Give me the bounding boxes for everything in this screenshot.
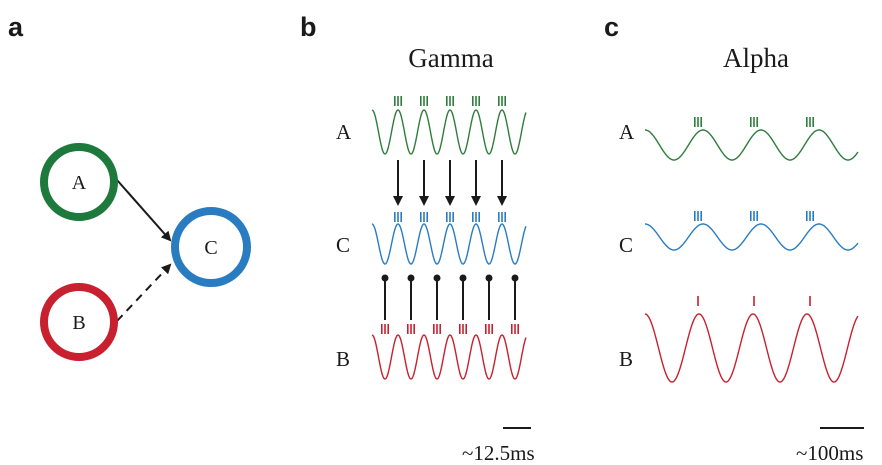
gamma-spike-burst-a [393, 96, 403, 106]
gamma-spike-burst-b [380, 324, 390, 334]
gamma-trace-a [371, 109, 527, 155]
alpha-spike-burst-a [805, 117, 815, 127]
alpha-spike-burst-c [749, 211, 759, 221]
alpha-spike-burst-a [749, 117, 759, 127]
gamma-spike-burst-c [497, 212, 507, 222]
alpha-row-a-label: A [619, 120, 635, 144]
alpha-row-c-label: C [619, 233, 633, 257]
gamma-spike-burst-c [419, 212, 429, 222]
alpha-trace-b [644, 313, 859, 383]
edge-b-to-c [116, 263, 172, 322]
inhibitory-connector [485, 274, 493, 320]
panel-b-label: b [300, 12, 317, 42]
gamma-spike-burst-b [510, 324, 520, 334]
panel-c-label: c [604, 12, 619, 42]
alpha-trace-c [645, 223, 859, 251]
inhibitory-connector [407, 274, 415, 320]
node-a [40, 143, 118, 221]
gamma-spike-burst-c [471, 212, 481, 222]
gamma-spike-burst-b [432, 324, 442, 334]
gamma-trace-b [371, 334, 527, 380]
gamma-spikes [380, 96, 520, 334]
alpha-trace-a [645, 129, 859, 161]
gamma-spike-burst-c [393, 212, 403, 222]
node-b [40, 283, 118, 361]
alpha-title: Alpha [723, 43, 789, 73]
alpha-spikes [693, 117, 815, 306]
gamma-spike-burst-a [419, 96, 429, 106]
gamma-row-a-label: A [336, 120, 352, 144]
edge-a-to-c [116, 179, 172, 242]
panel-a-label: a [8, 12, 24, 42]
gamma-spike-burst-b [484, 324, 494, 334]
gamma-row-c-label: C [336, 233, 350, 257]
gamma-waves [371, 109, 527, 380]
alpha-scale-label: ~100ms [796, 441, 863, 465]
gamma-trace-c [371, 223, 527, 265]
node-c [171, 207, 251, 287]
inhibitory-connector [433, 274, 441, 320]
alpha-spike-burst-c [805, 211, 815, 221]
alpha-waves [644, 129, 859, 383]
inhibitory-connector [511, 274, 519, 320]
gamma-spike-burst-c [445, 212, 455, 222]
inhibitory-connector [459, 274, 467, 320]
gamma-title: Gamma [408, 43, 493, 73]
gamma-spike-burst-a [497, 96, 507, 106]
alpha-row-b-label: B [619, 347, 633, 371]
node-c-label: C [204, 237, 217, 259]
node-a-label: A [72, 172, 87, 194]
node-b-label: B [72, 312, 85, 334]
alpha-spike-burst-c [693, 211, 703, 221]
gamma-row-b-label: B [336, 347, 350, 371]
gamma-spike-burst-a [445, 96, 455, 106]
alpha-spike-burst-a [693, 117, 703, 127]
inhibitory-connector [381, 274, 389, 320]
gamma-spike-burst-b [406, 324, 416, 334]
excitatory-arrows [393, 160, 507, 206]
inhibitory-connectors [381, 274, 519, 320]
gamma-spike-burst-b [458, 324, 468, 334]
gamma-spike-burst-a [471, 96, 481, 106]
gamma-scale-label: ~12.5ms [462, 441, 535, 465]
network-diagram: A B C [40, 143, 251, 361]
